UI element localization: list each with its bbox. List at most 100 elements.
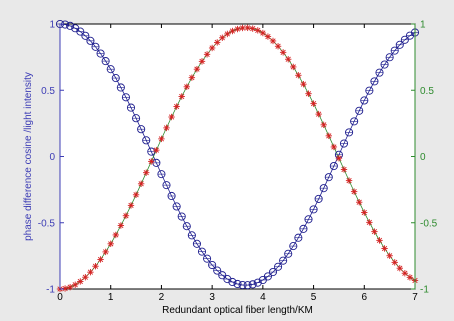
intensity-data-point [117, 222, 125, 229]
cosine-data-point [243, 281, 252, 290]
cosine-data-point [375, 68, 384, 77]
intensity-data-point [376, 237, 383, 244]
cosine-data-point [314, 194, 323, 203]
intensity-data-point [203, 51, 211, 58]
intensity-data-point [122, 212, 130, 219]
cosine-data-point [233, 279, 242, 289]
y-right-tick-label: 0 [420, 152, 426, 163]
intensity-data-point [249, 25, 256, 32]
y-axis-right: -1 -0.5 0 0.5 1 [411, 20, 438, 296]
intensity-data-point [188, 74, 196, 81]
intensity-data-point [295, 72, 302, 79]
intensity-data-point [290, 63, 297, 71]
cosine-data-point [167, 191, 176, 201]
cosine-data-point [395, 40, 404, 49]
intensity-data-point [72, 281, 79, 288]
intensity-data-point [153, 146, 160, 154]
intensity-data-point [335, 155, 343, 162]
cosine-data-point [182, 222, 191, 231]
plot-area [59, 23, 416, 290]
cosine-data-point [96, 49, 105, 58]
y-right-tick-label: 0.5 [420, 86, 434, 97]
y-left-tick-label: 0 [49, 152, 55, 163]
intensity-data-point [158, 135, 165, 143]
cosine-data-point [91, 42, 100, 51]
intensity-data-point [193, 65, 201, 73]
cosine-data-point [116, 83, 125, 92]
intensity-data-point [406, 274, 414, 281]
intensity-data-point [345, 177, 353, 184]
intensity-data-point [279, 49, 287, 56]
intensity-data-point [274, 43, 282, 50]
intensity-data-point [137, 180, 145, 187]
cosine-data-point [385, 53, 394, 62]
intensity-data-point [168, 113, 175, 121]
intensity-data-point [148, 158, 155, 165]
intensity-data-point [401, 270, 409, 277]
intensity-data-point [371, 228, 378, 235]
cosine-data-point [268, 267, 278, 277]
cosine-data-point [345, 128, 354, 137]
intensity-data-point [82, 274, 89, 281]
cosine-data-point [400, 35, 409, 44]
cosine-data-point [137, 125, 146, 134]
intensity-data-point [350, 188, 358, 195]
intensity-data-point [285, 56, 292, 63]
cosine-data-point [203, 254, 212, 263]
cosine-data-point [81, 31, 90, 40]
cosine-data-point [208, 260, 217, 270]
cosine-data-point [294, 233, 303, 242]
cosine-data-point [324, 173, 333, 182]
cosine-data-point [172, 202, 181, 211]
intensity-data-point [340, 166, 348, 173]
intensity-data-point [107, 240, 114, 248]
intensity-data-point [234, 25, 241, 33]
intensity-data-point [386, 252, 393, 259]
cosine-data-point [121, 93, 130, 102]
intensity-data-point [254, 27, 261, 34]
intensity-data-point [183, 83, 190, 91]
x-tick-label: 7 [412, 292, 418, 303]
cosine-data-point [192, 239, 201, 248]
cosine-data-point [339, 139, 349, 148]
cosine-data-point [263, 272, 272, 281]
cosine-data-point [274, 262, 283, 271]
cosine-data-point [370, 77, 379, 86]
cosine-data-point [299, 224, 308, 233]
intensity-data-point [264, 33, 272, 40]
intensity-data-point [224, 30, 231, 38]
cosine-data-point [197, 247, 207, 256]
y-right-tick-label: -1 [420, 285, 429, 296]
intensity-data-point [391, 259, 398, 266]
intensity-data-point [97, 256, 104, 263]
cosine-data-point [289, 242, 298, 251]
intensity-data-point [305, 90, 312, 97]
x-tick-label: 3 [209, 292, 215, 303]
intensity-data-point [244, 24, 251, 32]
intensity-data-point [396, 264, 403, 272]
cosine-data-point [142, 136, 151, 145]
intensity-data-point [269, 37, 277, 45]
cosine-data-point [162, 181, 171, 190]
y-axis-left-title: phase difference cosine /light intensity [23, 72, 34, 241]
intensity-data-point [87, 268, 94, 276]
intensity-data-point [310, 100, 317, 107]
cosine-data-point [111, 74, 120, 83]
cosine-data-point [329, 161, 338, 171]
intensity-data-point [330, 143, 338, 151]
cosine-data-point [76, 27, 85, 36]
cosine-data-point [218, 271, 227, 280]
cosine-data-point [61, 20, 70, 29]
intensity-data-point [173, 103, 180, 110]
intensity-data-point [112, 231, 119, 239]
intensity-data-point [219, 34, 226, 41]
intensity-data-point [132, 191, 140, 198]
intensity-series-marker-layer [56, 24, 419, 293]
x-tick-label: 6 [362, 292, 368, 303]
y-left-tick-label: -1 [46, 285, 55, 296]
intensity-data-point [229, 27, 236, 35]
cosine-data-point [380, 60, 389, 69]
cosine-data-point [319, 184, 328, 193]
